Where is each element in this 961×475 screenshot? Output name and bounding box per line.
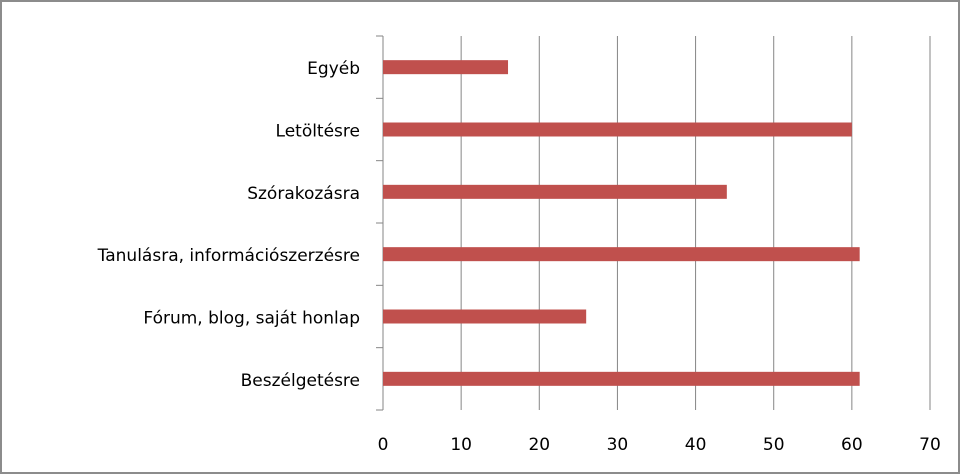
bar (383, 309, 587, 324)
bar (383, 122, 852, 137)
x-tick-label: 0 (378, 435, 389, 455)
x-tick-label: 30 (607, 435, 629, 455)
bar (383, 184, 727, 199)
y-tick-label: Fórum, blog, saját honlap (143, 309, 360, 329)
x-tick-label: 10 (450, 435, 472, 455)
x-tick-label: 40 (685, 435, 707, 455)
bar (383, 247, 860, 262)
bar (383, 371, 860, 386)
y-tick-label: Letöltésre (276, 122, 360, 142)
bar (383, 60, 509, 75)
x-tick-label: 50 (763, 435, 785, 455)
y-tick-label: Szórakozásra (247, 184, 360, 204)
y-tick-label: Tanulásra, információszerzésre (97, 246, 360, 266)
x-tick-label: 20 (528, 435, 550, 455)
x-tick-label: 60 (841, 435, 863, 455)
y-tick-label: Egyéb (307, 59, 360, 79)
x-tick-label: 70 (919, 435, 941, 455)
y-tick-label: Beszélgetésre (241, 371, 360, 391)
